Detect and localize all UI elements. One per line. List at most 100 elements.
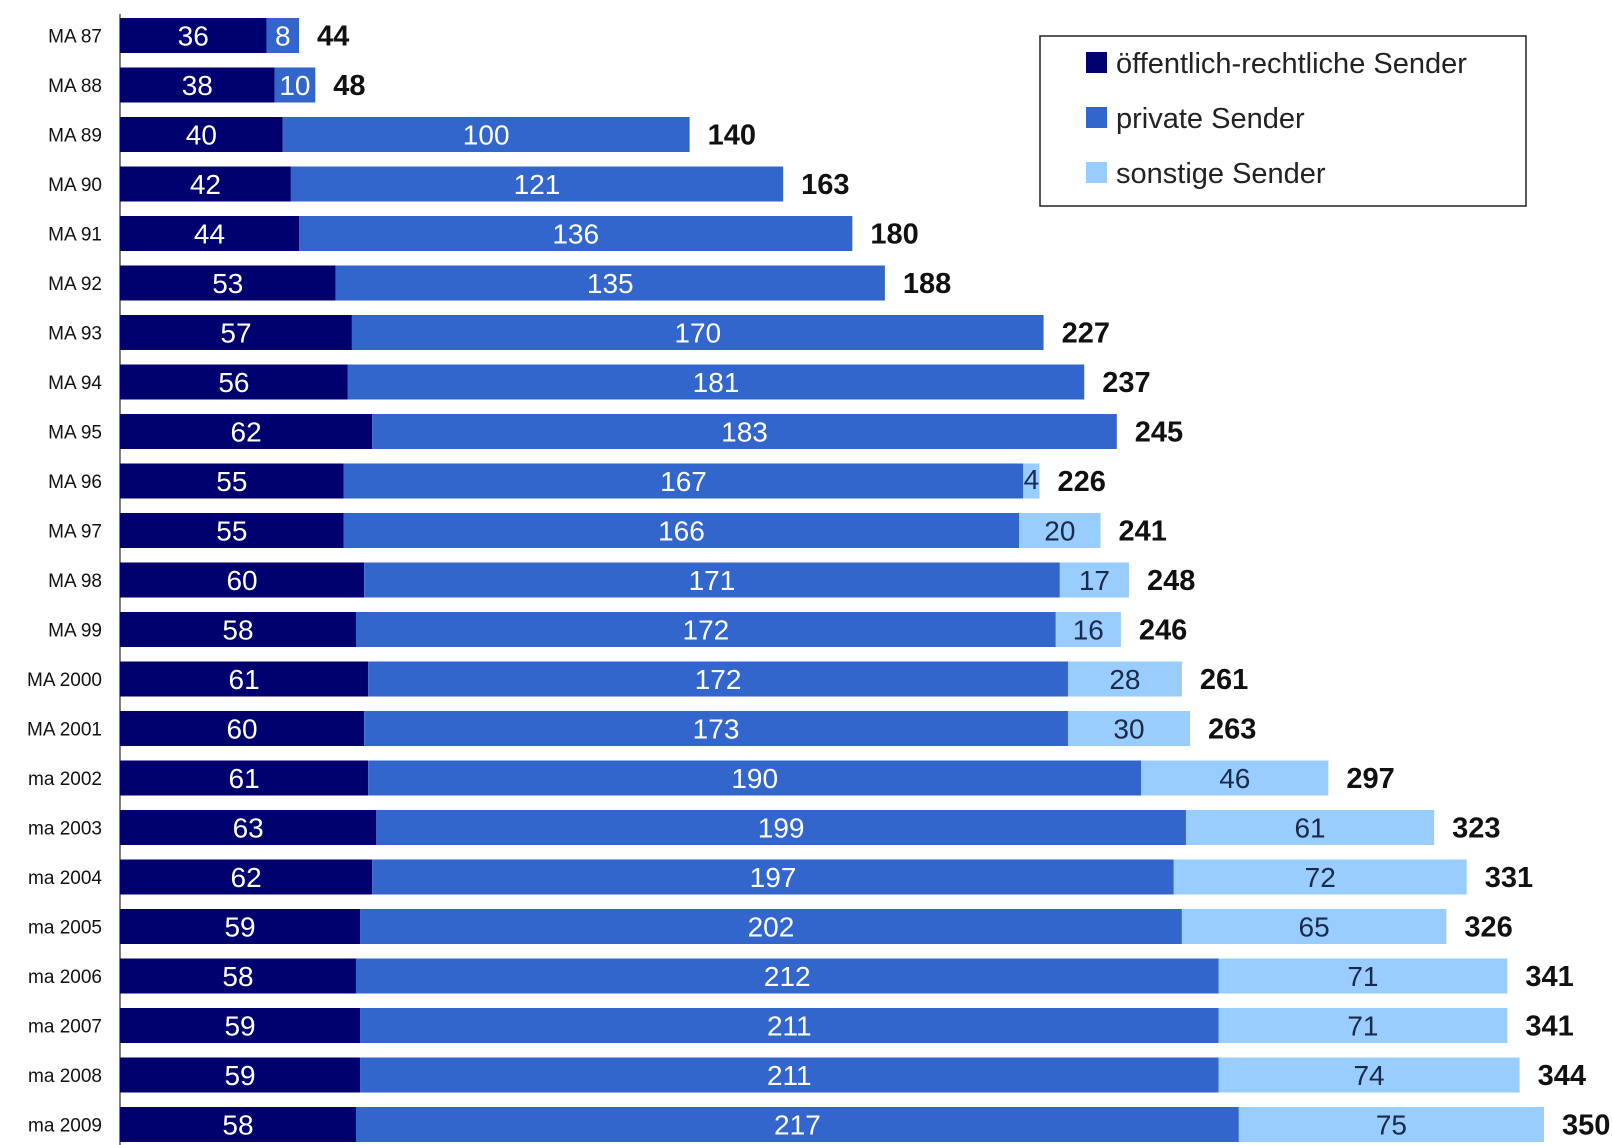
bar-segment	[376, 810, 1186, 845]
data-label: 135	[587, 268, 634, 299]
bar-segment	[120, 711, 365, 746]
data-label: 60	[226, 714, 257, 745]
data-label: 212	[764, 961, 811, 992]
total-label: 248	[1147, 565, 1195, 597]
data-label: 10	[279, 70, 310, 101]
bar-segment	[372, 859, 1174, 895]
category-label: ma 2003	[28, 819, 102, 840]
category-label: MA 87	[48, 27, 102, 48]
total-label: 188	[903, 268, 951, 300]
bar-segment	[120, 1057, 361, 1093]
total-label: 227	[1062, 318, 1110, 350]
total-label: 226	[1057, 466, 1105, 498]
bar-segment	[1067, 661, 1182, 697]
total-label: 44	[317, 21, 349, 53]
bar-segment	[120, 414, 373, 449]
bar-segment	[120, 117, 283, 152]
legend-label: private Sender	[1116, 103, 1305, 135]
data-label: 59	[224, 1060, 255, 1091]
data-label: 17	[1079, 565, 1110, 596]
bar-segment	[120, 909, 361, 944]
legend-swatch	[1086, 52, 1107, 73]
bar-segment	[360, 1057, 1219, 1093]
total-label: 246	[1139, 615, 1187, 647]
data-label: 42	[190, 169, 221, 200]
data-label: 8	[275, 21, 291, 52]
data-label: 75	[1376, 1110, 1407, 1141]
data-label: 61	[229, 763, 260, 794]
category-label: ma 2004	[28, 868, 102, 889]
total-label: 341	[1525, 961, 1573, 993]
category-label: ma 2005	[28, 918, 102, 939]
legend-swatch	[1086, 107, 1107, 128]
category-label: MA 92	[48, 274, 102, 295]
total-label: 241	[1119, 516, 1167, 548]
data-label: 44	[194, 219, 225, 250]
legend-box	[1039, 35, 1527, 207]
data-label: 199	[758, 813, 805, 844]
data-label: 62	[231, 862, 262, 893]
data-label: 61	[229, 664, 260, 695]
total-label: 326	[1464, 912, 1512, 944]
category-label: MA 97	[48, 522, 102, 543]
data-label: 100	[463, 120, 510, 151]
bar-segment	[266, 18, 300, 53]
bar-segment	[120, 166, 291, 202]
legend-label: sonstige Sender	[1116, 158, 1326, 190]
data-label: 16	[1073, 615, 1104, 646]
data-label: 58	[222, 1110, 253, 1141]
data-label: 60	[226, 565, 257, 596]
data-label: 62	[231, 417, 262, 448]
data-label: 55	[216, 516, 247, 547]
total-label: 180	[870, 219, 918, 251]
total-label: 237	[1102, 367, 1150, 399]
data-label: 65	[1299, 912, 1330, 943]
bar-segment	[355, 958, 1219, 994]
total-label: 331	[1485, 862, 1533, 894]
bar-segment	[299, 216, 853, 251]
bar-segment	[290, 166, 784, 202]
data-label: 36	[178, 21, 209, 52]
bar-segment	[372, 414, 1117, 449]
category-label: MA 2001	[27, 720, 102, 741]
data-label: 58	[222, 615, 253, 646]
category-label: MA 98	[48, 571, 102, 592]
data-label: 197	[750, 862, 797, 893]
bar-segment	[343, 513, 1020, 548]
data-label: 46	[1219, 763, 1250, 794]
bar-segment	[360, 909, 1182, 944]
bar-segment	[347, 364, 1085, 400]
data-label: 71	[1347, 1011, 1378, 1042]
bar-segment	[120, 463, 344, 499]
category-label: MA 96	[48, 472, 102, 493]
bar-segment	[1023, 463, 1040, 499]
data-label: 181	[693, 367, 740, 398]
bar-segment	[368, 760, 1142, 796]
total-label: 344	[1538, 1060, 1586, 1092]
data-label: 61	[1294, 813, 1325, 844]
bar-segment	[1238, 1107, 1544, 1142]
total-label: 350	[1562, 1110, 1610, 1142]
bar-segment	[1185, 810, 1435, 845]
bar-segment	[360, 1008, 1219, 1043]
data-label: 38	[182, 70, 213, 101]
bar-segment	[364, 562, 1060, 598]
data-label: 56	[218, 367, 249, 398]
bar-segment	[274, 67, 316, 103]
data-label: 20	[1044, 516, 1075, 547]
data-label: 40	[186, 120, 217, 151]
data-label: 166	[658, 516, 705, 547]
total-label: 245	[1135, 417, 1183, 449]
category-label: MA 94	[48, 373, 102, 394]
bar-segment	[120, 513, 344, 548]
category-label: MA 2000	[27, 670, 102, 691]
bar-segment	[1055, 612, 1121, 647]
total-label: 297	[1346, 763, 1394, 795]
bar-segment	[120, 364, 348, 400]
total-label: 261	[1200, 664, 1248, 696]
total-label: 140	[708, 120, 756, 152]
bar-segment	[120, 265, 336, 301]
data-label: 63	[233, 813, 264, 844]
bar-segment	[1141, 760, 1329, 796]
category-label: MA 88	[48, 76, 102, 97]
